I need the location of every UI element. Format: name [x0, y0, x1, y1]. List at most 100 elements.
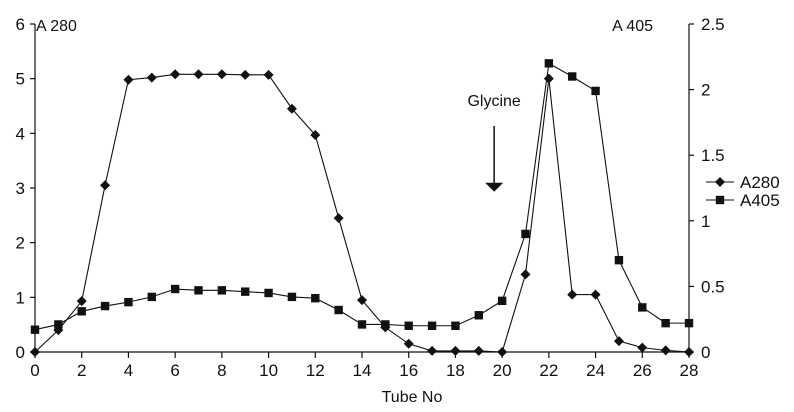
data-point-a280: [240, 69, 251, 80]
right-y-tick-label: 0.5: [701, 277, 725, 296]
x-tick-label: 0: [30, 361, 39, 380]
data-point-a405: [334, 305, 343, 315]
right-y-tick-label: 1.5: [701, 146, 725, 165]
data-point-a280: [100, 180, 111, 191]
data-point-a405: [474, 311, 483, 320]
data-point-a405: [614, 255, 624, 265]
right-y-tick-label: 1: [701, 212, 710, 231]
left-y-tick-label: 1: [16, 288, 25, 307]
right-y-tick-label: 2: [701, 81, 710, 100]
data-point-a280: [310, 129, 321, 140]
x-tick-label: 20: [493, 361, 512, 380]
glycine-label: Glycine: [467, 93, 520, 110]
data-point-a405: [591, 86, 600, 96]
x-tick-label: 10: [259, 361, 278, 380]
x-axis-label: Tube No: [382, 389, 443, 406]
x-tick-label: 26: [633, 361, 652, 380]
x-tick-label: 16: [399, 361, 418, 380]
x-tick-label: 24: [586, 361, 605, 380]
data-point-a405: [77, 307, 86, 316]
series-line-a280: [34, 73, 690, 353]
data-point-a280: [333, 213, 344, 224]
data-point-a280: [567, 289, 578, 300]
series-line-a405: [34, 62, 689, 331]
right-y-tick-label: 2.5: [701, 15, 725, 34]
data-point-a280: [357, 295, 367, 306]
left-y-tick-label: 6: [16, 15, 25, 34]
left-y-tick-label: 2: [16, 234, 25, 253]
data-point-a405: [568, 72, 577, 81]
data-point-a280: [473, 345, 484, 356]
data-point-a280: [76, 296, 87, 307]
data-point-a405: [661, 318, 670, 328]
data-point-a280: [193, 69, 204, 80]
data-point-a405: [124, 297, 133, 307]
data-point-a405: [30, 325, 40, 334]
data-point-a405: [170, 284, 180, 294]
data-point-a280: [497, 347, 508, 357]
left-y-tick-label: 3: [16, 179, 25, 198]
right-y-tick-label: 0: [701, 343, 710, 362]
data-point-a280: [450, 345, 461, 356]
data-point-a280: [637, 342, 648, 353]
x-tick-label: 12: [306, 361, 325, 380]
data-point-a405: [357, 320, 367, 329]
left-y-tick-label: 0: [16, 343, 25, 362]
data-point-a405: [100, 301, 110, 311]
data-point-a280: [286, 103, 297, 114]
data-point-a405: [497, 296, 507, 306]
data-point-a280: [123, 74, 134, 85]
data-point-a405: [521, 229, 530, 239]
data-point-a280: [520, 269, 531, 280]
data-point-a405: [381, 320, 390, 329]
data-point-a280: [263, 69, 274, 80]
data-point-a405: [404, 321, 413, 330]
legend-marker-a280: [715, 177, 725, 187]
data-point-a280: [216, 69, 227, 80]
right-axis-label: A 405: [612, 18, 653, 35]
data-point-a280: [403, 338, 414, 349]
data-point-a280: [684, 347, 694, 357]
series-a405: [30, 59, 694, 334]
data-point-a405: [147, 292, 156, 302]
series-layer: [30, 59, 694, 357]
data-point-a405: [241, 287, 250, 296]
data-point-a280: [613, 336, 624, 347]
left-axis-label: A 280: [36, 18, 77, 35]
x-tick-label: 28: [680, 361, 699, 380]
data-point-a280: [543, 73, 554, 84]
x-tick-label: 6: [170, 361, 179, 380]
x-tick-label: 8: [217, 361, 226, 380]
left-y-tick-label: 5: [16, 70, 25, 89]
data-point-a405: [311, 294, 320, 303]
legend-label-a280: A280: [740, 173, 780, 192]
x-tick-label: 18: [446, 361, 465, 380]
data-point-a405: [451, 321, 460, 330]
annotation: Glycine: [467, 93, 521, 192]
legend-marker-a405: [715, 195, 725, 205]
data-point-a405: [427, 321, 437, 330]
data-point-a405: [544, 59, 554, 68]
data-point-a405: [264, 288, 273, 298]
data-point-a405: [684, 318, 694, 328]
data-point-a280: [30, 347, 40, 357]
data-point-a280: [660, 345, 671, 356]
axes: 0 2 4 6 8 10 12 14 16 18 20 22 24 26 28012345600.511.5…: [16, 15, 725, 380]
data-point-a405: [54, 320, 63, 329]
data-point-a405: [287, 292, 297, 302]
x-tick-label: 22: [539, 361, 558, 380]
data-point-a405: [638, 303, 647, 312]
data-point-a405: [217, 286, 227, 295]
left-y-tick-label: 4: [16, 124, 25, 143]
glycine-arrow-head: [485, 182, 504, 192]
data-point-a280: [590, 289, 601, 300]
data-point-a280: [146, 72, 157, 83]
series-a280: [30, 69, 694, 357]
x-tick-label: 2: [77, 361, 86, 380]
x-tick-label: 4: [124, 361, 133, 380]
data-point-a405: [194, 286, 203, 295]
x-tick-label: 14: [353, 361, 372, 380]
legend-label-a405: A405: [740, 191, 780, 210]
